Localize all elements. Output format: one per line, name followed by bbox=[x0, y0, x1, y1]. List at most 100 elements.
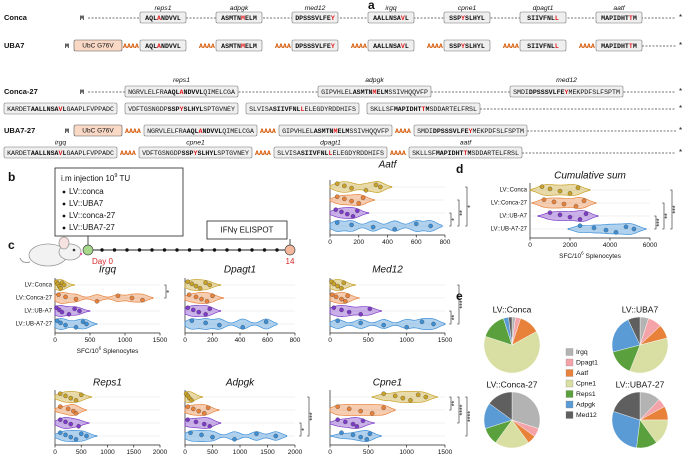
residues: DPSSSVLFE bbox=[529, 89, 565, 96]
epitope-name: dpagt1 bbox=[533, 5, 554, 12]
epitope-name: irgq bbox=[385, 5, 397, 12]
residues: T bbox=[464, 150, 468, 157]
legend-label: Dpagt1 bbox=[576, 359, 598, 366]
data-point bbox=[190, 307, 196, 313]
significance-bracket bbox=[449, 310, 452, 325]
data-point bbox=[58, 404, 63, 409]
residues: SSP bbox=[182, 150, 194, 157]
epitope-seq: DPSSSVLFEY bbox=[295, 43, 335, 50]
residues: SPTGVNEY bbox=[217, 150, 249, 157]
x-tick-label: 1000 bbox=[118, 337, 133, 344]
residues: MAPIDHT bbox=[601, 15, 629, 22]
legend-swatch bbox=[565, 390, 574, 398]
bullet bbox=[62, 202, 66, 206]
pie-slice bbox=[508, 316, 513, 346]
residues: Y bbox=[331, 43, 335, 50]
panel-label: b bbox=[8, 170, 15, 184]
residues: MAPIDHT bbox=[394, 106, 422, 113]
epitope-box bbox=[595, 39, 643, 52]
data-point bbox=[335, 283, 340, 289]
data-point bbox=[63, 393, 68, 399]
epitope-name: dpagt1 bbox=[320, 139, 341, 146]
data-point bbox=[356, 201, 361, 206]
residues: AALLNSA bbox=[373, 43, 401, 50]
data-point bbox=[240, 325, 245, 330]
residues: ASMTN bbox=[314, 128, 334, 135]
significance-label: **** bbox=[459, 404, 466, 415]
residues: SPTGVNEY bbox=[203, 106, 235, 113]
x-tick-label: 1500 bbox=[260, 449, 275, 456]
data-point bbox=[334, 194, 340, 199]
violin bbox=[329, 305, 382, 317]
x-tick-label: 1500 bbox=[127, 449, 142, 456]
timeline-dot bbox=[187, 248, 192, 252]
epitope-box bbox=[124, 85, 239, 98]
data-point bbox=[63, 432, 68, 438]
data-point bbox=[415, 392, 421, 398]
residues: SDDARTELFRSL bbox=[429, 106, 477, 113]
data-point bbox=[94, 299, 100, 304]
x-tick-label: 2000 bbox=[563, 242, 578, 249]
residues: AQL bbox=[145, 43, 157, 50]
x-tick-label: 400 bbox=[382, 239, 393, 246]
x-tick-label: 1500 bbox=[438, 449, 453, 456]
x-tick-label: 0 bbox=[183, 337, 187, 344]
chart-title: Reps1 bbox=[93, 378, 122, 389]
epitope-name: reps1 bbox=[154, 5, 171, 12]
data-point bbox=[84, 321, 89, 327]
x-tick-label: 800 bbox=[440, 239, 451, 246]
residues: L bbox=[329, 150, 333, 157]
epitope-name: med12 bbox=[556, 77, 577, 84]
data-point bbox=[58, 417, 63, 422]
schedule: i.m injection 109 TU LV::conca LV::UBA7 … bbox=[19, 167, 296, 267]
timeline-dot bbox=[175, 248, 179, 252]
x-tick-label: 2000 bbox=[288, 449, 303, 456]
group-label: LV::UBA7-27 bbox=[69, 223, 115, 232]
significance-bracket bbox=[670, 189, 673, 230]
data-point bbox=[335, 417, 340, 422]
residues: M bbox=[633, 15, 637, 22]
data-point bbox=[189, 281, 195, 287]
data-point bbox=[346, 406, 352, 412]
residues: M bbox=[373, 89, 377, 96]
timeline-dots bbox=[100, 248, 279, 252]
legend-label: Adpgk bbox=[576, 401, 596, 408]
x-tick-label: 600 bbox=[411, 239, 422, 246]
data-point bbox=[217, 322, 222, 328]
epitope-box bbox=[291, 39, 339, 52]
pie-slice bbox=[489, 391, 513, 421]
epitope-seq: SKLLSFMAPIDHTTMSDDARTELFRSL bbox=[370, 106, 477, 113]
linker: AAAA bbox=[123, 43, 139, 50]
pie-slice bbox=[627, 316, 641, 346]
pie-slice bbox=[611, 411, 641, 449]
linker: AAAA bbox=[579, 43, 595, 50]
x-tick-label: 200 bbox=[353, 239, 364, 246]
data-point bbox=[567, 214, 573, 220]
residues: SIIVFNL bbox=[301, 150, 329, 157]
y-tick-label: LV::Conca-27 bbox=[491, 201, 528, 207]
residues: L bbox=[62, 106, 66, 113]
chart-title: Med12 bbox=[372, 265, 403, 276]
x-tick-label: 0 bbox=[53, 449, 57, 456]
residues: SKLLSF bbox=[412, 150, 436, 157]
timeline-dot bbox=[275, 248, 279, 252]
data-point bbox=[58, 320, 63, 326]
data-point bbox=[54, 318, 60, 323]
epitope-box bbox=[408, 146, 523, 159]
residues: QIMELCGA bbox=[203, 89, 235, 96]
pie-title: LV::Conca-27 bbox=[486, 379, 537, 389]
timeline-dot bbox=[112, 248, 117, 252]
significance-label: **** bbox=[467, 411, 474, 422]
data-point bbox=[350, 432, 356, 438]
significance-bracket bbox=[449, 396, 452, 411]
y-tick-label: LV::UB-A7 bbox=[499, 214, 527, 220]
epitope-name: aatf bbox=[613, 5, 625, 12]
data-point bbox=[196, 309, 201, 315]
residues: M bbox=[334, 128, 338, 135]
data-point bbox=[63, 294, 68, 300]
epitope-box bbox=[366, 102, 481, 115]
ubc-label: UbC G76V bbox=[82, 43, 114, 50]
timeline-dot bbox=[150, 248, 154, 252]
timeline-dot bbox=[225, 248, 229, 252]
x-tick-label: 600 bbox=[262, 337, 273, 344]
